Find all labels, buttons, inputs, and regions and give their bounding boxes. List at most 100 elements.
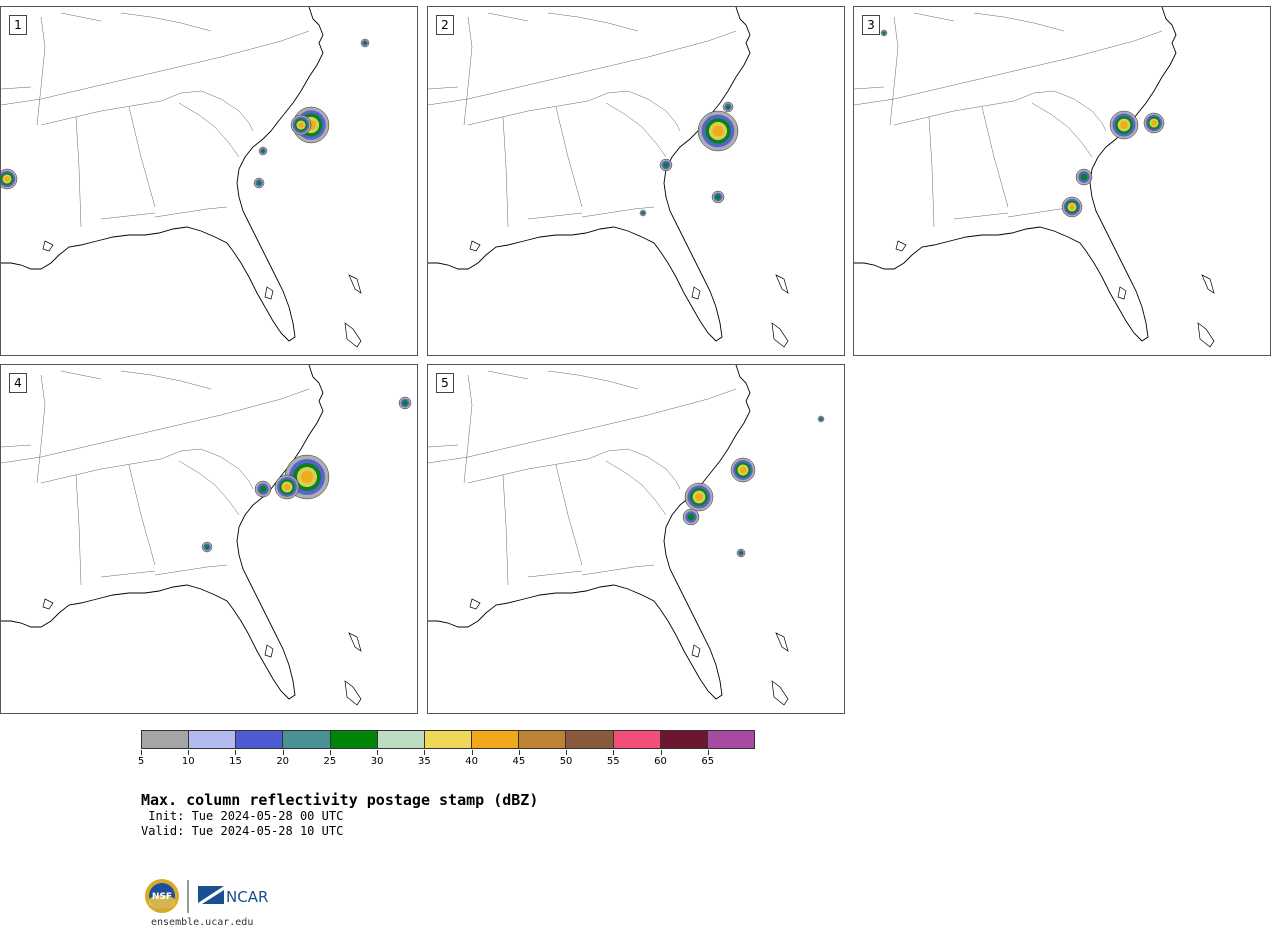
colorbar-tick — [282, 750, 284, 755]
colorbar-tick-label: 15 — [229, 756, 242, 767]
state-border — [1033, 90, 1107, 132]
state-border — [607, 90, 681, 132]
island — [348, 274, 362, 294]
reflectivity-cell — [1120, 121, 1128, 129]
reflectivity-cell — [725, 104, 731, 110]
coastline — [428, 365, 751, 700]
state-border — [1031, 102, 1093, 158]
colorbar-swatch — [142, 731, 190, 748]
reflectivity-cell — [1151, 120, 1157, 126]
state-border — [428, 30, 737, 106]
colorbar-swatch — [189, 731, 237, 748]
init-time: Init: Tue 2024-05-28 00 UTC — [141, 809, 344, 823]
colorbar-tick-label: 45 — [512, 756, 526, 767]
island — [469, 240, 481, 252]
island — [344, 322, 362, 348]
state-border — [487, 370, 529, 380]
state-border — [502, 116, 509, 228]
colorbar-tick — [377, 750, 379, 755]
state-border — [40, 92, 182, 126]
reflectivity-cell — [256, 180, 262, 186]
colorbar-tick-label: 35 — [418, 756, 431, 767]
island — [1201, 274, 1215, 294]
state-border — [1, 30, 310, 106]
reflectivity-cell — [715, 194, 721, 200]
state-border — [463, 374, 473, 484]
colorbar-tick — [566, 750, 568, 755]
state-border — [75, 116, 82, 228]
map-svg — [854, 7, 1215, 348]
state-border — [100, 570, 156, 578]
colorbar-tick — [518, 750, 520, 755]
state-border — [555, 106, 583, 208]
colorbar-swatch — [377, 731, 425, 748]
colorbar-tick-label: 5 — [137, 756, 145, 767]
panel-number: 4 — [9, 373, 27, 393]
island — [775, 632, 789, 652]
state-border — [502, 474, 509, 586]
state-border — [555, 464, 583, 566]
island — [1197, 322, 1215, 348]
state-border — [889, 16, 899, 126]
colorbar-tick — [329, 750, 331, 755]
reflectivity-cell — [739, 466, 747, 474]
state-border — [180, 90, 254, 132]
coastline — [854, 7, 1177, 342]
island — [771, 322, 789, 348]
reflectivity-cell — [298, 122, 304, 128]
island — [1117, 286, 1127, 300]
reflectivity-cell — [1080, 173, 1088, 181]
state-border — [527, 212, 583, 220]
colorbar-tick — [471, 750, 473, 755]
colorbar-swatch — [613, 731, 661, 748]
state-border — [547, 12, 639, 32]
island — [771, 680, 789, 706]
state-border — [60, 370, 102, 380]
state-border — [607, 448, 681, 490]
reflectivity-cell — [283, 483, 291, 491]
state-border — [180, 448, 254, 490]
island — [42, 240, 54, 252]
reflectivity-cell — [1069, 204, 1075, 210]
reflectivity-cell — [712, 125, 724, 137]
reflectivity-cell — [261, 149, 265, 153]
state-border — [36, 16, 46, 126]
valid-time: Valid: Tue 2024-05-28 10 UTC — [141, 824, 344, 838]
reflectivity-cell — [687, 513, 695, 521]
reflectivity-cell — [695, 493, 703, 501]
state-border — [953, 212, 1009, 220]
state-border — [178, 102, 240, 158]
map-svg — [1, 7, 370, 348]
island — [264, 286, 274, 300]
colorbar-swatch — [707, 731, 755, 748]
coastline — [1, 365, 324, 700]
state-border — [100, 212, 156, 220]
state-border — [547, 370, 639, 390]
map-panel-5: 5 — [427, 364, 845, 714]
state-border — [981, 106, 1009, 208]
state-border — [463, 16, 473, 126]
reflectivity-cell — [663, 162, 669, 168]
map-svg — [1, 365, 412, 706]
colorbar-tick-label: 10 — [181, 756, 195, 767]
state-border — [1, 444, 32, 448]
state-border — [154, 206, 228, 218]
island — [469, 598, 481, 610]
state-border — [913, 12, 955, 22]
state-border — [527, 570, 583, 578]
state-border — [428, 86, 459, 90]
map-panel-3: 3 — [853, 6, 1271, 356]
colorbar-tick-label: 55 — [606, 756, 620, 767]
state-border — [605, 460, 667, 516]
reflectivity-cell — [819, 417, 823, 421]
island — [775, 274, 789, 294]
colorbar-tick — [141, 750, 142, 755]
island — [691, 644, 701, 658]
colorbar-tick-label: 65 — [701, 756, 715, 767]
reflectivity-cell — [259, 485, 267, 493]
reflectivity-cell — [204, 544, 210, 550]
panel-number: 5 — [436, 373, 454, 393]
state-border — [40, 450, 182, 484]
island — [344, 680, 362, 706]
colorbar-swatch — [424, 731, 473, 748]
